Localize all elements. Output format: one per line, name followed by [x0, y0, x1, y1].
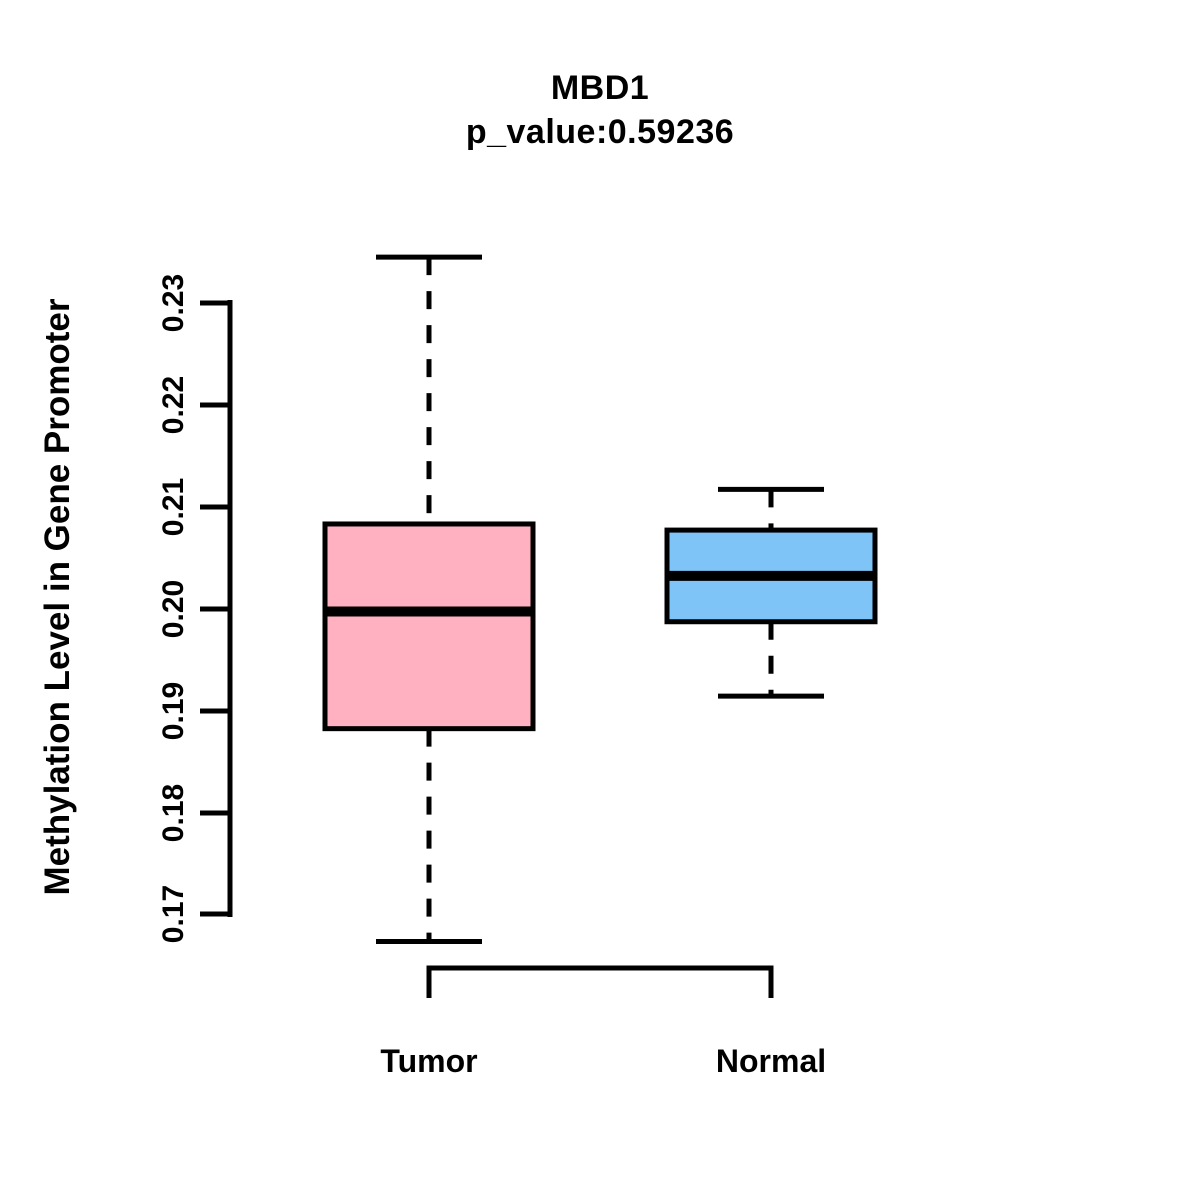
y-axis: 0.23 0.22 0.21 0.20 0.19 0.18 0.17: [157, 274, 233, 943]
box-tumor[interactable]: [322, 521, 536, 732]
x-axis-bracket: [426, 965, 774, 998]
y-tick-label-0.18: 0.18: [157, 784, 190, 842]
y-tick-label-0.23: 0.23: [157, 274, 190, 332]
y-tick-label-0.20: 0.20: [157, 580, 190, 638]
x-tick-label-normal: Normal: [716, 1043, 826, 1079]
box-group-tumor[interactable]: [322, 254, 536, 944]
y-tick-label-0.19: 0.19: [157, 682, 190, 740]
x-axis: Tumor Normal: [380, 965, 826, 1079]
x-tick-label-tumor: Tumor: [380, 1043, 477, 1079]
y-tick-label-0.22: 0.22: [157, 376, 190, 434]
box-group-normal[interactable]: [664, 486, 878, 699]
y-tick-label-0.21: 0.21: [157, 478, 190, 536]
y-tick-label-0.17: 0.17: [157, 885, 190, 943]
